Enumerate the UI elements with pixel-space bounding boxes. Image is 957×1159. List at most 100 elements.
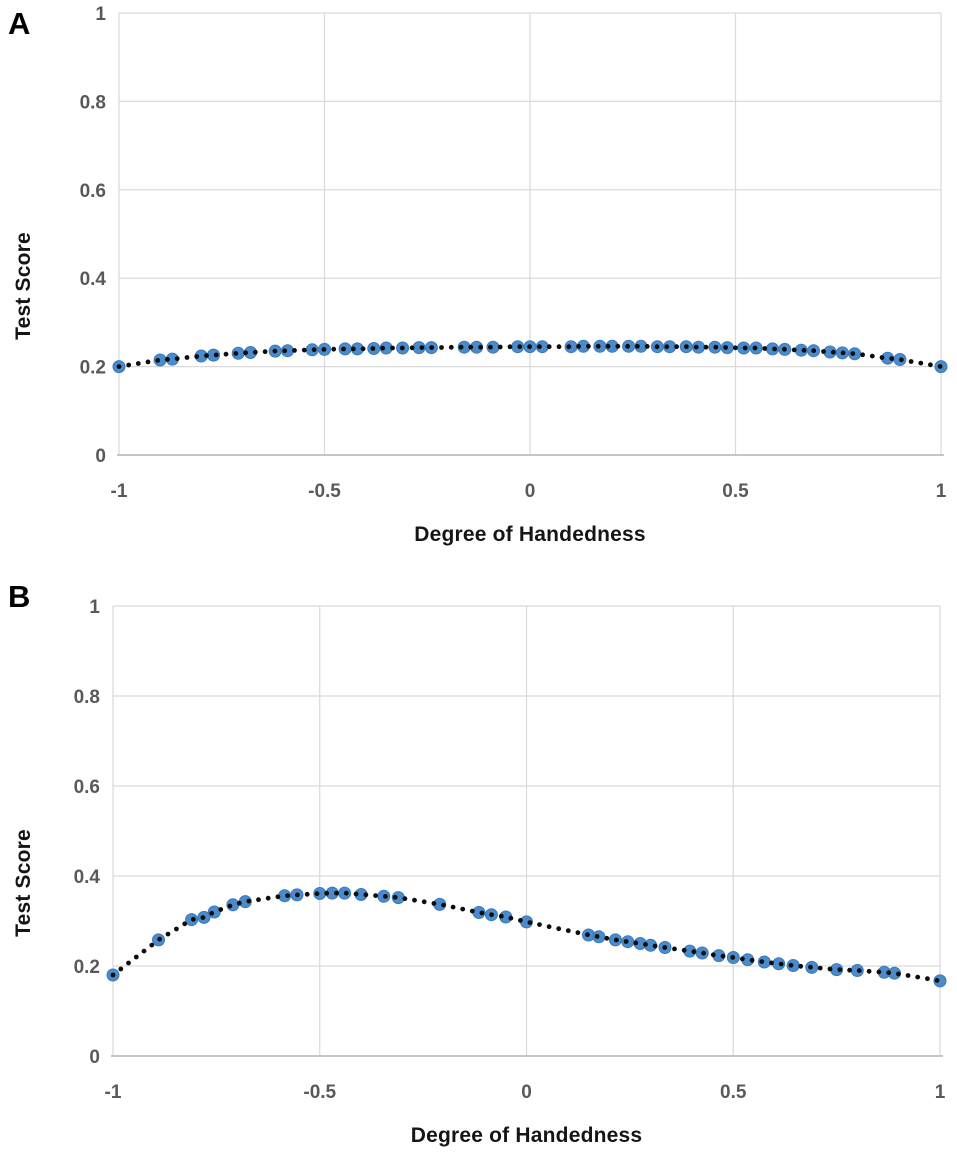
trendline-dot xyxy=(182,921,188,927)
trendline-dot xyxy=(934,978,940,983)
y-axis-title: Test Score xyxy=(12,829,35,937)
trendline-dot xyxy=(363,892,369,898)
x-axis-title: Degree of Handedness xyxy=(414,523,646,546)
trendline-dot xyxy=(272,348,278,354)
trendline-dot xyxy=(118,966,124,972)
trendline-dot xyxy=(458,344,464,350)
trendline-dot xyxy=(204,353,209,358)
trendline-dot xyxy=(830,349,836,355)
trendline-dot xyxy=(546,924,552,930)
trendline-dot xyxy=(194,354,200,359)
trendline-dot xyxy=(723,345,728,350)
x-tick-label: 0 xyxy=(525,481,536,502)
x-tick-label: 0.5 xyxy=(722,481,749,502)
trendline-dot xyxy=(850,351,856,356)
trendline-dot xyxy=(798,963,804,969)
trendline-dot xyxy=(262,349,268,355)
trendline-dot xyxy=(380,345,386,351)
trendline-dot xyxy=(811,348,817,354)
trendline-dot xyxy=(801,347,807,353)
trendline-dot xyxy=(218,907,224,912)
trendline-dot xyxy=(141,948,147,954)
trendline-dot xyxy=(145,359,151,365)
trendline-dot xyxy=(585,932,590,938)
trendline-dot xyxy=(373,893,378,898)
y-tick-label: 0.4 xyxy=(80,269,107,290)
trendline-dot xyxy=(135,361,141,366)
trendline-dot xyxy=(392,894,398,900)
trendline-dot xyxy=(243,350,249,356)
trendline-dot xyxy=(256,897,261,903)
trendline-dot xyxy=(594,934,600,939)
trendline-dot xyxy=(672,946,677,952)
trendline-dot xyxy=(918,360,924,366)
trendline-dot xyxy=(460,906,466,912)
trendline-dot xyxy=(759,959,765,964)
trendline-dot xyxy=(644,344,650,349)
x-tick-label: 1 xyxy=(936,481,947,502)
trendline-dot xyxy=(324,890,330,896)
trendline-dot xyxy=(126,960,131,966)
trendline-dot xyxy=(275,894,281,900)
trendline-dot xyxy=(866,968,872,974)
trendline-dot xyxy=(174,926,179,932)
trendline-dot xyxy=(730,955,736,960)
x-tick-label: 0 xyxy=(521,1082,532,1103)
y-tick-label: 0.6 xyxy=(74,777,100,798)
trendline-dot xyxy=(915,974,921,980)
trendline-dot xyxy=(304,891,310,897)
trendline-dot xyxy=(556,344,562,350)
trendline-dot xyxy=(762,346,768,351)
trendline-dot xyxy=(200,915,206,920)
trendline-dot xyxy=(840,350,846,356)
trendline-dot xyxy=(421,899,427,905)
trendline-dot xyxy=(556,926,562,932)
trendline-dot xyxy=(908,359,914,364)
trendline-dot xyxy=(635,343,640,349)
trendline-dot xyxy=(110,972,116,978)
trendline-dot xyxy=(691,949,697,955)
y-tick-label: 0 xyxy=(89,1047,100,1068)
trendline-dot xyxy=(772,346,777,352)
trendline-dot xyxy=(282,348,288,354)
trendline-dot xyxy=(575,930,581,936)
trendline-dot xyxy=(184,355,190,360)
trendline-dot xyxy=(546,344,552,350)
trendline-dot xyxy=(643,942,648,947)
data-point-marker xyxy=(933,974,947,988)
y-tick-label: 0 xyxy=(95,446,106,467)
trendline-dot xyxy=(498,913,504,919)
trendline-dot xyxy=(285,893,290,898)
trendline-dot xyxy=(497,344,503,350)
trendline-dot xyxy=(360,346,366,352)
trendline-dot xyxy=(383,894,388,899)
trendline-dot xyxy=(623,939,629,944)
trendline-dot xyxy=(448,344,454,350)
trendline-dot xyxy=(808,964,813,970)
trendline-dot xyxy=(791,347,797,353)
x-tick-label: -1 xyxy=(111,481,128,502)
trendline-dot xyxy=(350,346,356,352)
trendline-dot xyxy=(390,345,395,351)
trendline-dot xyxy=(879,355,885,360)
x-tick-label: 1 xyxy=(935,1082,946,1103)
y-tick-label: 0.8 xyxy=(80,92,106,113)
trendline-dot xyxy=(837,967,843,973)
trendline-dot xyxy=(126,362,132,368)
trendline-dot xyxy=(652,943,658,949)
panel-a-letter: A xyxy=(8,6,31,41)
trendline-dot xyxy=(633,940,639,946)
trendline-dot xyxy=(341,346,346,352)
trendline-dot xyxy=(518,918,523,923)
y-tick-label: 0.4 xyxy=(74,867,101,888)
trendline-dot xyxy=(517,344,523,350)
trendline-dot xyxy=(782,346,787,352)
trendline-dot xyxy=(409,345,415,351)
trendline-dot xyxy=(149,942,155,948)
x-tick-label: -0.5 xyxy=(303,1082,336,1103)
trendline-dot xyxy=(209,910,215,916)
trendline-dot xyxy=(614,937,619,943)
trendline-dot xyxy=(684,344,689,350)
trendline-dot xyxy=(604,935,610,941)
